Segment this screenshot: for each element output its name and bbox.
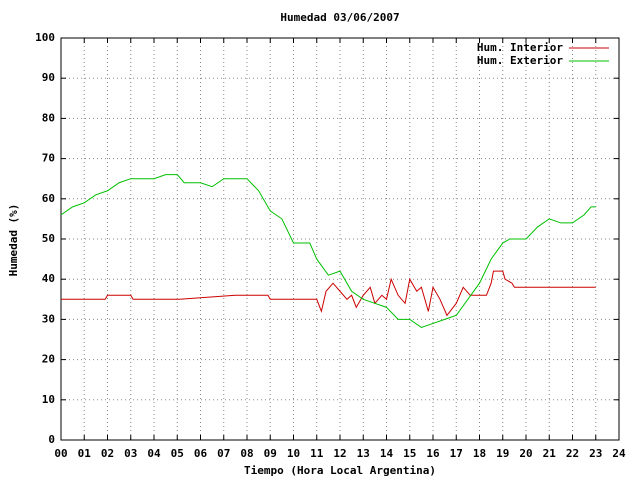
x-tick-label: 12: [333, 447, 346, 460]
y-axis-label: Humedad (%): [7, 204, 20, 277]
y-tick-label: 40: [42, 272, 55, 285]
x-tick-label: 11: [310, 447, 324, 460]
x-tick-label: 14: [380, 447, 394, 460]
x-tick-label: 09: [264, 447, 277, 460]
x-tick-label: 03: [124, 447, 137, 460]
legend-label: Hum. Exterior: [477, 54, 563, 67]
y-tick-label: 0: [48, 433, 55, 446]
x-tick-label: 19: [496, 447, 509, 460]
y-tick-label: 50: [42, 232, 55, 245]
x-tick-label: 02: [101, 447, 114, 460]
x-tick-label: 05: [171, 447, 184, 460]
x-tick-label: 21: [543, 447, 557, 460]
x-tick-label: 23: [589, 447, 602, 460]
x-tick-label: 00: [54, 447, 67, 460]
x-tick-label: 17: [450, 447, 463, 460]
x-tick-label: 13: [357, 447, 370, 460]
plot-frame: [60, 37, 620, 441]
y-tick-label: 100: [35, 31, 55, 44]
legend-label: Hum. Interior: [477, 41, 563, 54]
y-tick-label: 90: [42, 71, 55, 84]
y-tick-label: 60: [42, 192, 55, 205]
x-tick-label: 24: [612, 447, 626, 460]
x-tick-label: 16: [426, 447, 440, 460]
x-tick-label: 15: [403, 447, 416, 460]
y-tick-label: 20: [42, 353, 55, 366]
x-tick-label: 22: [566, 447, 579, 460]
x-tick-label: 07: [217, 447, 230, 460]
x-tick-label: 10: [287, 447, 300, 460]
y-tick-label: 70: [42, 152, 55, 165]
chart-title: Humedad 03/06/2007: [280, 11, 399, 24]
x-tick-label: 20: [519, 447, 532, 460]
y-tick-label: 80: [42, 111, 55, 124]
x-tick-label: 08: [240, 447, 253, 460]
x-tick-label: 18: [473, 447, 486, 460]
x-tick-label: 06: [194, 447, 208, 460]
y-tick-label: 10: [42, 393, 55, 406]
data-line: [60, 174, 596, 328]
x-tick-label: 04: [147, 447, 161, 460]
y-tick-label: 30: [42, 312, 55, 325]
data-line: [61, 270, 596, 317]
x-tick-label: 01: [78, 447, 92, 460]
x-axis-label: Tiempo (Hora Local Argentina): [244, 464, 436, 477]
